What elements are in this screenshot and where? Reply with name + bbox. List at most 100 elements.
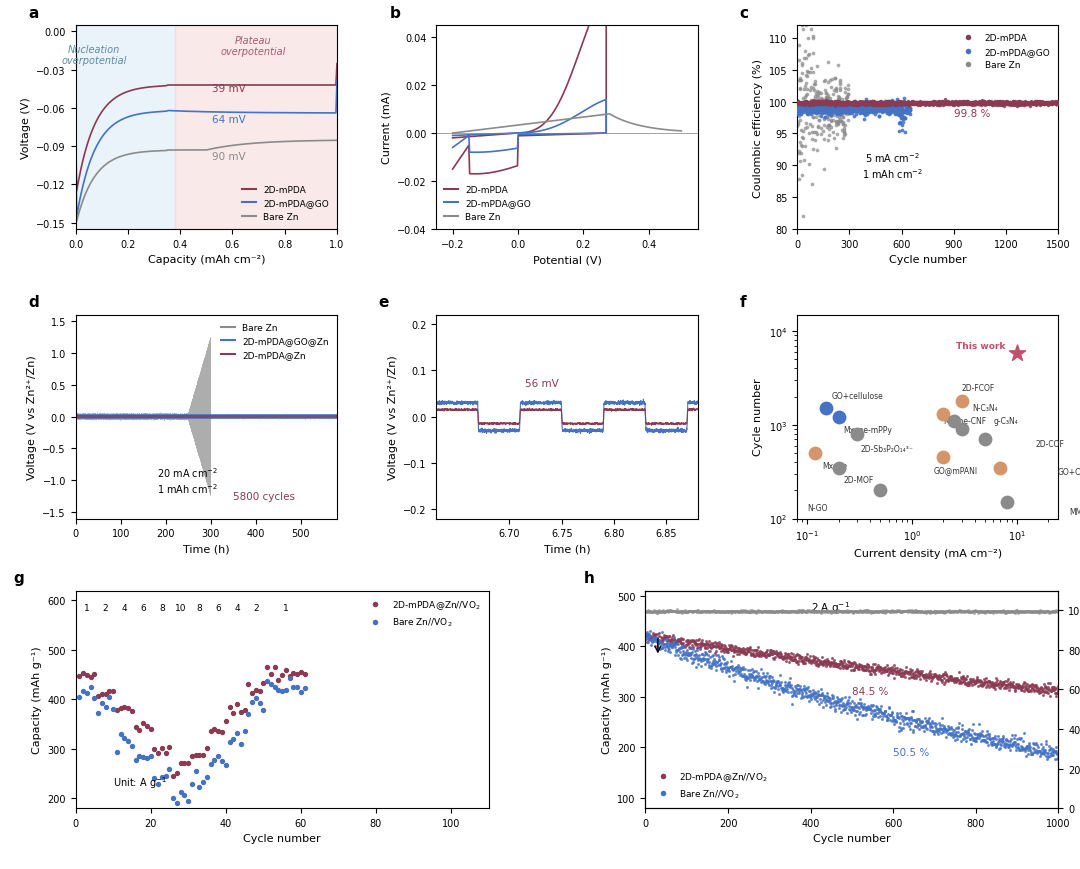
- Point: [856, 96, 874, 110]
- Text: 64 mV: 64 mV: [212, 115, 245, 125]
- Point: [957, 96, 974, 110]
- Point: [927, 605, 944, 619]
- Point: [1050, 96, 1067, 110]
- Point: [991, 97, 1009, 111]
- Point: [995, 606, 1012, 620]
- Point: [760, 605, 778, 619]
- Point: [806, 98, 823, 112]
- Point: [1015, 726, 1032, 740]
- Point: [770, 606, 787, 620]
- Point: [828, 97, 846, 111]
- Point: [901, 97, 918, 111]
- Point: [746, 605, 764, 619]
- Point: [975, 96, 993, 110]
- Point: [809, 694, 826, 708]
- Point: [971, 729, 988, 743]
- Point: [946, 727, 963, 741]
- Point: [847, 660, 864, 674]
- Point: [975, 606, 993, 620]
- Point: [980, 674, 997, 688]
- Point: [872, 705, 889, 719]
- Point: [775, 652, 793, 666]
- Point: [1035, 96, 1052, 110]
- Point: [1039, 746, 1056, 760]
- Point: [754, 670, 771, 684]
- Point: [1003, 740, 1021, 753]
- Point: [827, 142, 845, 156]
- Point: [867, 96, 885, 110]
- Point: [799, 96, 816, 110]
- Point: [663, 638, 680, 652]
- Point: [828, 105, 846, 119]
- Point: [873, 97, 890, 111]
- Point: [875, 661, 892, 675]
- Point: [702, 661, 719, 675]
- Point: [896, 96, 914, 109]
- Point: [1029, 605, 1047, 619]
- Point: [698, 646, 715, 660]
- Point: [693, 647, 711, 661]
- Point: [912, 664, 929, 678]
- Point: [771, 678, 788, 692]
- Point: [983, 97, 1000, 111]
- Point: [963, 674, 981, 688]
- Point: [798, 105, 815, 119]
- Point: [752, 673, 769, 687]
- Point: [997, 740, 1014, 754]
- Point: [956, 675, 973, 689]
- Point: [897, 664, 915, 678]
- Point: [847, 98, 864, 112]
- Point: [772, 650, 789, 664]
- Point: [1012, 96, 1029, 110]
- Point: [853, 605, 870, 619]
- Point: [791, 83, 808, 96]
- Point: [852, 698, 869, 712]
- Point: [923, 96, 941, 110]
- Point: [855, 103, 873, 117]
- Point: [827, 97, 845, 111]
- Point: [157, 769, 174, 783]
- Point: [789, 100, 807, 114]
- Point: [662, 604, 679, 618]
- Point: [1029, 604, 1047, 618]
- Point: [945, 605, 962, 619]
- Point: [883, 603, 901, 617]
- Point: [985, 732, 1002, 746]
- Point: [752, 604, 769, 618]
- Point: [859, 108, 876, 122]
- Point: [955, 97, 972, 111]
- Point: [804, 103, 821, 116]
- Point: [899, 605, 916, 619]
- Point: [716, 660, 733, 674]
- Point: [1038, 605, 1055, 619]
- Point: [802, 692, 820, 706]
- Point: [847, 95, 864, 109]
- Point: [943, 726, 960, 740]
- Point: [905, 96, 922, 110]
- Point: [831, 107, 848, 121]
- Point: [1010, 96, 1027, 110]
- Point: [837, 92, 854, 106]
- Point: [1016, 97, 1034, 111]
- Point: [1010, 95, 1027, 109]
- Point: [861, 96, 878, 109]
- Point: [813, 93, 831, 107]
- Point: [919, 96, 936, 110]
- Point: [684, 605, 701, 619]
- Point: [735, 644, 753, 658]
- Point: [879, 105, 896, 119]
- Point: [958, 605, 975, 619]
- Point: [747, 669, 765, 683]
- Point: [917, 605, 934, 619]
- Point: [699, 653, 716, 667]
- Point: [895, 97, 913, 111]
- Point: [818, 121, 835, 135]
- Point: [900, 101, 917, 115]
- Point: [929, 97, 946, 111]
- Point: [806, 95, 823, 109]
- Point: [971, 96, 988, 110]
- Point: [792, 650, 809, 664]
- Point: [739, 680, 756, 694]
- Point: [1026, 605, 1043, 619]
- Point: [1039, 680, 1056, 694]
